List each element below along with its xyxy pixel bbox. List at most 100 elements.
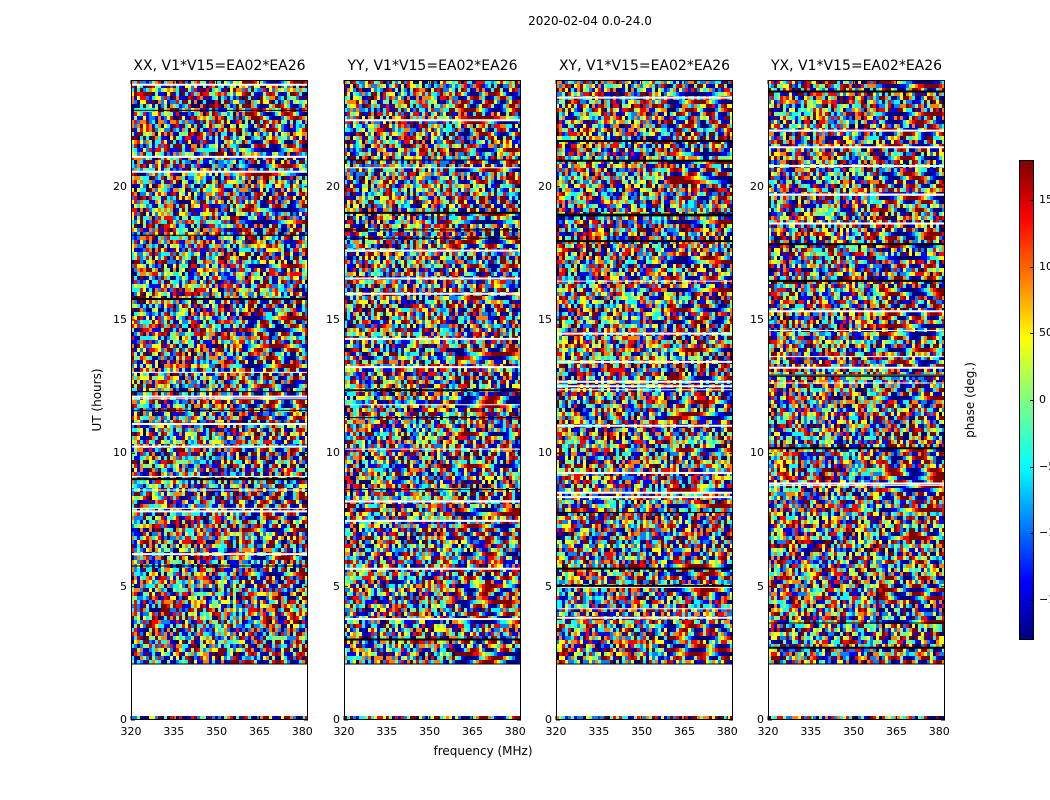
heatmap-row bbox=[768, 628, 945, 632]
heatmap-row bbox=[768, 260, 945, 264]
heatmap-row bbox=[556, 304, 733, 308]
heatmap-row bbox=[768, 616, 945, 620]
heatmap-row bbox=[131, 392, 308, 396]
heatmap-row bbox=[556, 252, 733, 256]
heatmap-row bbox=[131, 304, 308, 308]
heatmap-row bbox=[556, 432, 733, 436]
heatmap-row bbox=[131, 364, 308, 368]
heatmap-row bbox=[556, 116, 733, 120]
colorbar-tick-label: 150 bbox=[1039, 193, 1050, 206]
heatmap-row bbox=[768, 620, 945, 624]
y-tick-label: 10 bbox=[97, 446, 127, 459]
heatmap-row bbox=[131, 196, 308, 200]
heatmap-row bbox=[556, 556, 733, 560]
heatmap-row bbox=[131, 332, 308, 336]
heatmap-row bbox=[131, 236, 308, 240]
heatmap-row bbox=[131, 292, 308, 296]
heatmap-row bbox=[131, 472, 308, 476]
heatmap-row bbox=[131, 224, 308, 228]
heatmap-row bbox=[768, 632, 945, 636]
heatmap-row bbox=[556, 540, 733, 544]
heatmap-row bbox=[131, 244, 308, 248]
heatmap-row bbox=[556, 440, 733, 444]
y-tick-label: 20 bbox=[97, 180, 127, 193]
heatmap-row bbox=[344, 268, 521, 272]
heatmap-row bbox=[131, 144, 308, 148]
heatmap-row bbox=[556, 172, 733, 176]
heatmap-row bbox=[556, 640, 733, 644]
heatmap-row bbox=[556, 268, 733, 272]
x-tick-label: 320 bbox=[748, 725, 788, 738]
heatmap-row bbox=[344, 524, 521, 528]
x-tick-label: 365 bbox=[876, 725, 916, 738]
panel-title: YY, V1*V15=EA02*EA26 bbox=[334, 58, 531, 74]
heatmap-row bbox=[131, 168, 308, 172]
heatmap-row bbox=[131, 620, 308, 624]
heatmap-row bbox=[131, 604, 308, 608]
heatmap-row bbox=[768, 360, 945, 364]
heatmap-row bbox=[344, 644, 521, 648]
heatmap-row bbox=[556, 552, 733, 556]
heatmap-row bbox=[131, 496, 308, 500]
heatmap-row bbox=[556, 632, 733, 636]
heatmap-row bbox=[131, 644, 308, 648]
heatmap-row bbox=[556, 392, 733, 396]
heatmap-row bbox=[556, 132, 733, 136]
heatmap-row bbox=[768, 316, 945, 320]
heatmap-row bbox=[768, 604, 945, 608]
heatmap-row bbox=[768, 516, 945, 520]
heatmap-row bbox=[768, 660, 945, 664]
panel-title: YX, V1*V15=EA02*EA26 bbox=[758, 58, 955, 74]
heatmap-row bbox=[131, 632, 308, 636]
y-tick-label: 5 bbox=[97, 580, 127, 593]
heatmap-row bbox=[131, 140, 308, 144]
heatmap-row bbox=[556, 224, 733, 228]
heatmap-row bbox=[131, 284, 308, 288]
heatmap-row bbox=[556, 492, 733, 496]
heatmap-row bbox=[556, 228, 733, 232]
x-tick-label: 350 bbox=[410, 725, 450, 738]
heatmap-row bbox=[768, 532, 945, 536]
heatmap-row bbox=[768, 160, 945, 164]
heatmap-row bbox=[768, 504, 945, 508]
heatmap-row bbox=[344, 468, 521, 472]
y-tick-label: 0 bbox=[734, 713, 764, 726]
heatmap-row bbox=[768, 280, 945, 284]
heatmap-row bbox=[768, 556, 945, 560]
y-tick-label: 15 bbox=[97, 313, 127, 326]
heatmap-row bbox=[344, 308, 521, 312]
heatmap-row bbox=[344, 344, 521, 348]
heatmap-row bbox=[131, 352, 308, 356]
heatmap-row bbox=[344, 316, 521, 320]
heatmap-row bbox=[556, 148, 733, 152]
heatmap-row bbox=[768, 268, 945, 272]
x-tick-label: 320 bbox=[536, 725, 576, 738]
heatmap-row bbox=[344, 548, 521, 552]
heatmap-row bbox=[768, 600, 945, 604]
heatmap-row bbox=[131, 568, 308, 572]
heatmap-row bbox=[768, 644, 945, 648]
heatmap-row bbox=[344, 116, 521, 120]
heatmap-row bbox=[344, 80, 521, 84]
heatmap-row bbox=[768, 324, 945, 328]
heatmap-row bbox=[768, 500, 945, 504]
x-tick-label: 320 bbox=[111, 725, 151, 738]
heatmap-row bbox=[768, 512, 945, 516]
heatmap-row bbox=[768, 308, 945, 312]
heatmap-row bbox=[131, 212, 308, 216]
heatmap-row bbox=[344, 356, 521, 360]
heatmap-row bbox=[556, 448, 733, 452]
heatmap-row bbox=[344, 628, 521, 632]
heatmap-row bbox=[344, 200, 521, 204]
heatmap-row bbox=[556, 488, 733, 492]
heatmap-row bbox=[556, 168, 733, 172]
heatmap-row bbox=[344, 252, 521, 256]
heatmap-row bbox=[131, 400, 308, 404]
heatmap-row bbox=[768, 84, 945, 88]
y-tick-label: 5 bbox=[734, 580, 764, 593]
heatmap-row bbox=[768, 528, 945, 532]
data-gap bbox=[768, 664, 945, 716]
heatmap-row bbox=[131, 608, 308, 612]
heatmap-row bbox=[768, 636, 945, 640]
heatmap-row bbox=[768, 352, 945, 356]
